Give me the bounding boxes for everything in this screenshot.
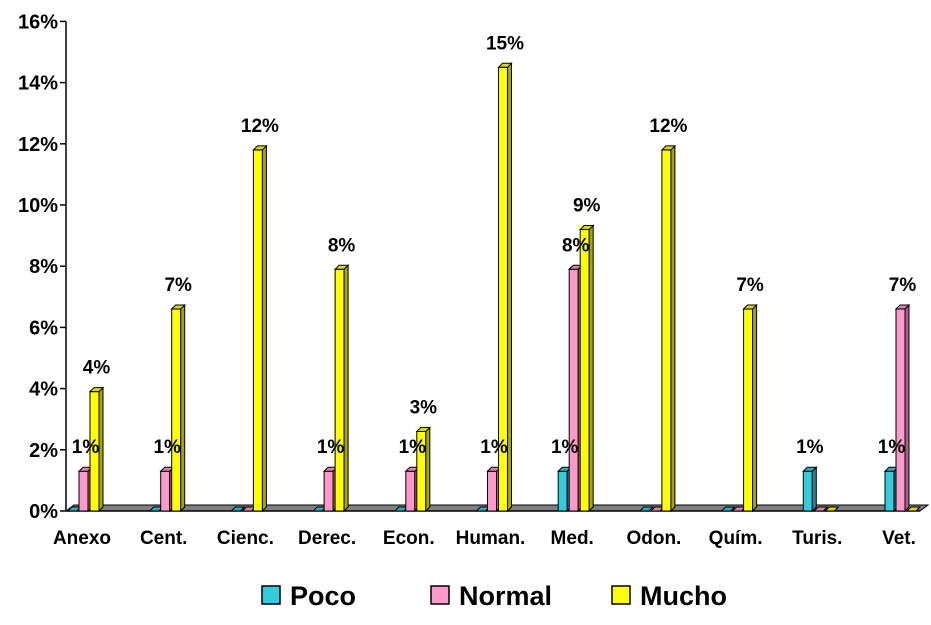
data-label-vet-normal: 7% [889, 275, 917, 296]
bar-turis-mucho [824, 506, 840, 512]
bar-cienc-normal [241, 506, 257, 512]
data-label-derec-normal: 1% [317, 437, 345, 458]
data-label-med-normal: 8% [562, 235, 590, 256]
x-tick-label-cienc: Cienc. [217, 528, 274, 549]
bar-cienc-poco [230, 506, 246, 512]
bar-quim-poco [720, 506, 736, 512]
data-label-econ-normal: 1% [399, 437, 427, 458]
legend-item-poco: Poco [261, 581, 356, 611]
legend-item-mucho: Mucho [611, 581, 727, 611]
data-label-human-mucho: 15% [486, 33, 524, 54]
legend-label-mucho: Mucho [640, 581, 727, 611]
legend-label-poco: Poco [290, 581, 356, 611]
data-label-turis-poco: 1% [796, 437, 824, 458]
legend-label-normal: Normal [459, 581, 552, 611]
x-tick-label-turis: Turis. [792, 528, 842, 549]
data-label-vet-poco: 1% [878, 437, 906, 458]
y-tick-label: 14% [18, 73, 58, 95]
y-tick-label: 6% [29, 317, 58, 339]
y-tick-label: 12% [18, 134, 58, 156]
legend-swatch-normal [430, 585, 450, 605]
data-label-cienc-mucho: 12% [241, 116, 279, 137]
data-label-human-normal: 1% [480, 437, 508, 458]
y-tick-label: 16% [18, 11, 58, 33]
x-tick-label-cent: Cent. [140, 528, 188, 549]
data-label-cent-mucho: 7% [164, 275, 192, 296]
data-label-cent-normal: 1% [153, 437, 181, 458]
data-label-odon-mucho: 12% [649, 116, 687, 137]
bar-med-mucho [578, 224, 595, 513]
x-tick-label-quim: Quím. [709, 528, 763, 549]
y-tick-label: 0% [29, 501, 58, 523]
bar-cienc-mucho [252, 144, 268, 513]
bar-econ-mucho [415, 426, 432, 513]
x-tick-label-med: Med. [551, 528, 594, 549]
data-label-quim-mucho: 7% [736, 275, 764, 296]
bar-derec-mucho [333, 264, 350, 513]
data-label-anexo-mucho: 4% [83, 358, 111, 379]
x-tick-label-derec: Derec. [298, 528, 356, 549]
bar-cent-poco [148, 506, 164, 512]
x-tick-label-anexo: Anexo [53, 528, 111, 549]
bar-quim-mucho [742, 303, 758, 513]
x-tick-label-odon: Odon. [626, 528, 681, 549]
bar-anexo-mucho [88, 386, 105, 513]
bar-vet-mucho [905, 506, 922, 512]
y-tick-label: 8% [29, 256, 58, 278]
data-label-anexo-normal: 1% [72, 437, 100, 458]
bar-human-mucho [497, 62, 513, 513]
data-labels: 1% 4% 1% 7% 12% 1% 8% 1% 3% 1% 15% 1% 8% 9% 12% 7% 1% 1% 7… [72, 33, 917, 458]
bar-odon-poco [638, 506, 655, 512]
data-label-med-poco: 1% [551, 437, 579, 458]
legend: Poco Normal Mucho [261, 581, 727, 611]
bars [66, 62, 922, 513]
bar-odon-mucho [660, 144, 677, 513]
bar-turis-poco [802, 466, 818, 513]
y-tick-label: 4% [29, 379, 58, 401]
data-label-econ-mucho: 3% [410, 397, 438, 418]
y-tick-label: 10% [18, 195, 58, 217]
bar-cent-mucho [170, 303, 186, 513]
y-axis: 0% 2% 4% 6% 8% 10% 12% 14% 16% [18, 11, 920, 523]
y-tick-label: 2% [29, 440, 58, 462]
x-axis-labels: Anexo Cent. Cienc. Derec. Econ. Human. Med. Odo… [53, 528, 916, 549]
x-tick-label-vet: Vet. [882, 528, 916, 549]
bar-vet-normal [894, 303, 911, 513]
bar-turis-normal [813, 506, 829, 512]
legend-swatch-mucho [611, 585, 631, 605]
bar-quim-normal [731, 506, 747, 512]
data-label-med-mucho: 9% [573, 195, 601, 216]
legend-item-normal: Normal [430, 581, 552, 611]
data-label-derec-mucho: 8% [328, 235, 356, 256]
legend-swatch-poco [261, 585, 281, 605]
x-tick-label-human: Human. [456, 528, 526, 549]
x-tick-label-econ: Econ. [383, 528, 435, 549]
